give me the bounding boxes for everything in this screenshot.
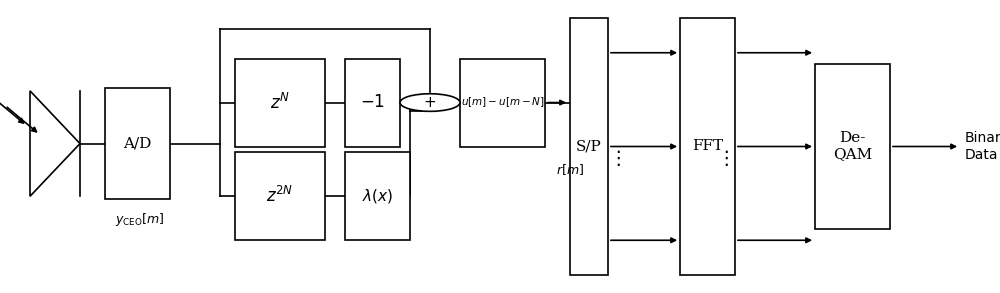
Text: $r[m]$: $r[m]$: [556, 163, 584, 177]
Bar: [815, 64, 890, 229]
Circle shape: [400, 94, 460, 111]
Bar: [570, 18, 608, 275]
Bar: [235, 152, 325, 240]
Text: $z^{N}$: $z^{N}$: [270, 93, 290, 113]
Text: S/P: S/P: [576, 139, 602, 154]
Text: $u[m]-u[m-N]$: $u[m]-u[m-N]$: [461, 96, 544, 110]
Text: $\vdots$: $\vdots$: [608, 148, 620, 168]
Bar: [460, 59, 545, 146]
Text: $\lambda(x)$: $\lambda(x)$: [362, 187, 393, 205]
Bar: [235, 59, 325, 146]
Text: Binary
Data: Binary Data: [965, 131, 1000, 162]
Text: FFT: FFT: [692, 139, 723, 154]
Bar: [105, 88, 170, 199]
Text: $\vdots$: $\vdots$: [716, 148, 728, 168]
Bar: [680, 18, 735, 275]
Bar: [345, 152, 410, 240]
Text: De-
QAM: De- QAM: [833, 131, 872, 162]
Text: $z^{2N}$: $z^{2N}$: [266, 186, 294, 206]
Text: $y_{\mathrm{CEO}}[m]$: $y_{\mathrm{CEO}}[m]$: [115, 211, 165, 228]
Polygon shape: [30, 91, 80, 196]
Text: A/D: A/D: [123, 137, 152, 151]
Bar: [345, 59, 400, 146]
Text: $-1$: $-1$: [360, 94, 385, 111]
Text: +: +: [424, 95, 436, 110]
